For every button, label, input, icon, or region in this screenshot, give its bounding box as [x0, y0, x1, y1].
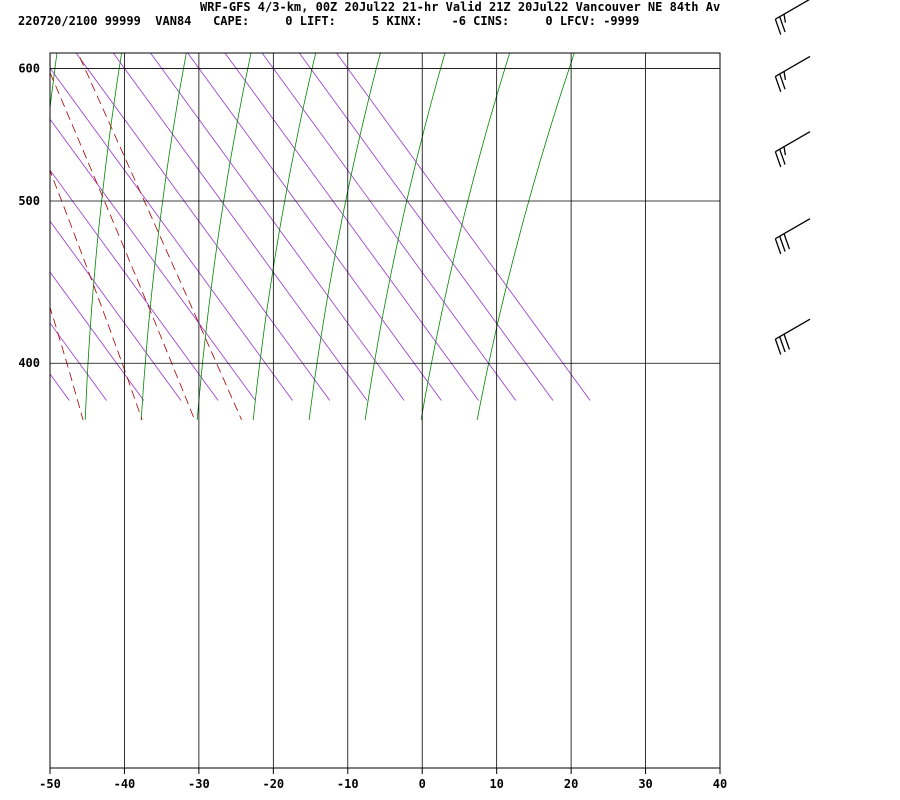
isotherm-line	[50, 271, 145, 401]
isotherm-line	[75, 53, 331, 401]
wind-barb	[774, 318, 811, 355]
moist-adiabat-line	[0, 0, 18, 420]
y-tick-label: 500	[18, 194, 40, 208]
sounding-header-indices: 220720/2100 99999 VAN84 CAPE: 0 LIFT: 5 …	[18, 14, 640, 28]
wind-barb-feather	[783, 71, 787, 80]
wind-barb-feather	[783, 14, 787, 23]
wind-barbs	[774, 0, 811, 355]
moist-adiabat-line	[50, 306, 84, 421]
x-tick-label: 10	[489, 777, 503, 791]
wind-barb-feather	[774, 18, 782, 35]
isotherm-line	[150, 53, 405, 401]
tick-labels: -50-40-30-20-100102030404005006007008009…	[18, 61, 727, 791]
reference-lines	[0, 0, 591, 421]
wind-barb-feather	[774, 238, 782, 255]
isotherm-line	[187, 53, 442, 401]
x-tick-label: 20	[564, 777, 578, 791]
isotherm-line	[112, 53, 368, 401]
wind-barb-feather	[783, 146, 787, 156]
wind-barb-feather	[779, 148, 786, 165]
isotherm-line	[50, 67, 293, 401]
wind-barb-feather	[774, 338, 782, 355]
wind-barb-staff	[775, 218, 811, 240]
y-tick-label: 600	[18, 61, 40, 75]
dry-adiabat-line	[140, 53, 187, 420]
dry-adiabat-line	[252, 53, 317, 420]
moist-adiabat-line	[50, 169, 143, 421]
dry-adiabat-line	[364, 53, 446, 420]
x-tick-label: -50	[39, 777, 61, 791]
chart-grid	[49, 53, 721, 774]
wind-barb-feather	[779, 73, 786, 90]
dry-adiabat-line	[84, 53, 123, 420]
y-tick-label: 400	[18, 356, 40, 370]
wind-barb-feather	[779, 336, 786, 353]
x-tick-label: -30	[188, 777, 210, 791]
isotherm-line	[298, 53, 554, 401]
isotherm-line	[336, 53, 591, 401]
wind-barb-feather	[779, 235, 786, 252]
wind-barb-feather	[779, 16, 786, 33]
x-tick-label: -20	[262, 777, 284, 791]
wind-barb-staff	[775, 55, 811, 78]
wind-barb	[774, 131, 811, 168]
dry-adiabat-line	[476, 53, 575, 420]
isotherm-line	[261, 53, 517, 401]
wind-barb-feather	[783, 233, 791, 250]
dry-adiabat-line	[420, 53, 511, 420]
x-tick-label: -40	[114, 777, 136, 791]
moist-adiabat-line	[77, 53, 242, 421]
isotherm-line	[50, 118, 256, 401]
wind-barb-feather	[774, 151, 782, 168]
isotherm-line	[50, 220, 182, 401]
x-tick-label: 40	[713, 777, 727, 791]
wind-barb	[774, 0, 810, 35]
wind-barb-feather	[774, 76, 782, 93]
isotherm-line	[50, 169, 219, 401]
dry-adiabat-line	[308, 53, 381, 420]
wind-barb-feather	[783, 333, 791, 350]
wind-barb-staff	[775, 318, 811, 340]
isotherm-line	[50, 322, 107, 401]
wind-barb-staff	[775, 131, 811, 153]
wind-barb	[774, 55, 811, 93]
isotherm-line	[224, 53, 479, 401]
wind-barb-staff	[775, 0, 810, 20]
x-tick-label: -10	[337, 777, 359, 791]
sounding-header-title: WRF-GFS 4/3-km, 00Z 20Jul22 21-hr Valid …	[200, 0, 721, 14]
plot-frame	[49, 52, 721, 769]
x-tick-label: 0	[419, 777, 426, 791]
x-tick-label: 30	[638, 777, 652, 791]
wind-barb	[774, 218, 811, 255]
dry-adiabat-line	[196, 53, 252, 420]
